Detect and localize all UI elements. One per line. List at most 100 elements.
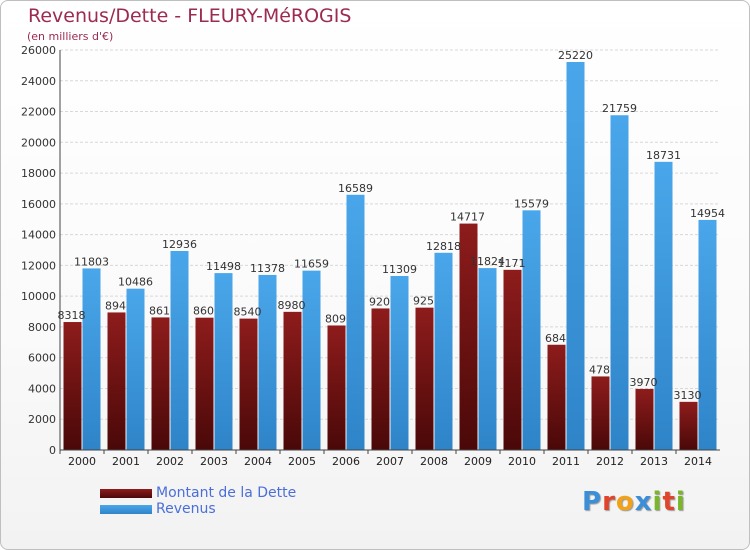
- data-label-debt: 920: [369, 295, 390, 308]
- logo-letter: o: [615, 487, 635, 517]
- bar-revenue: [434, 252, 453, 450]
- y-tick-label: 24000: [21, 75, 56, 88]
- logo-letter: t: [662, 487, 676, 517]
- data-labels: 8318 11803 894 10486 861 12936 860 11498 8540 113…: [58, 49, 726, 402]
- x-tick-label: 2005: [288, 455, 316, 468]
- data-label-revenue: 11803: [74, 255, 109, 268]
- x-tick-label: 2006: [332, 455, 360, 468]
- bar-revenue: [390, 276, 409, 450]
- x-tick-label: 2012: [596, 455, 624, 468]
- bar-debt: [591, 376, 610, 450]
- y-tick-label: 12000: [21, 259, 56, 272]
- x-tick-label: 2008: [420, 455, 448, 468]
- bar-debt: [239, 318, 258, 450]
- x-tick-label: 2007: [376, 455, 404, 468]
- data-label-revenue: 18731: [646, 149, 681, 162]
- legend-label-debt: Montant de la Dette: [156, 485, 297, 501]
- bar-debt: [547, 344, 566, 450]
- bar-debt: [635, 388, 654, 450]
- legend-label-revenue: Revenus: [156, 501, 216, 517]
- data-label-revenue: 12936: [162, 238, 197, 251]
- x-tick-label: 2004: [244, 455, 272, 468]
- data-label-revenue: 11378: [250, 262, 285, 275]
- y-tick-label: 6000: [28, 352, 56, 365]
- x-tick-label: 2011: [552, 455, 580, 468]
- axes: 0 2000 4000 6000 8000 10000 12000 14000 16000 180…: [21, 44, 720, 468]
- legend-swatch-debt: [100, 488, 152, 498]
- logo-letter: i: [652, 487, 663, 517]
- proxiti-logo: Proxiti: [582, 487, 686, 517]
- data-label-debt: 894: [105, 299, 126, 312]
- grid: [60, 49, 720, 451]
- x-tick-label: 2002: [156, 455, 184, 468]
- legend-swatch-revenue: [100, 504, 152, 514]
- legend-item-revenue: Revenus: [100, 501, 296, 517]
- y-tick-label: 26000: [21, 44, 56, 57]
- data-label-debt: 684: [545, 332, 566, 345]
- bar-debt: [283, 311, 302, 450]
- logo-letter: P: [582, 487, 603, 517]
- bar-debt: [151, 317, 170, 450]
- x-tick-label: 2000: [68, 455, 96, 468]
- bars: [63, 62, 717, 451]
- bar-revenue: [214, 273, 233, 450]
- data-label-revenue: 10486: [118, 276, 153, 289]
- data-label-debt: 809: [325, 312, 346, 325]
- bar-debt: [459, 223, 478, 450]
- bar-revenue: [654, 161, 673, 451]
- y-tick-label: 8000: [28, 321, 56, 334]
- legend-item-debt: Montant de la Dette: [100, 485, 296, 501]
- data-label-debt: 14717: [450, 211, 485, 224]
- chart-title: Revenus/Dette - FLEURY-MéROGIS: [28, 5, 352, 27]
- data-label-revenue: 11659: [294, 258, 329, 271]
- data-label-revenue: 14954: [690, 207, 725, 220]
- bar-revenue: [698, 219, 717, 450]
- data-label-debt: 860: [193, 305, 214, 318]
- bar-revenue: [522, 210, 541, 450]
- x-tick-label: 2014: [684, 455, 712, 468]
- bar-revenue: [302, 270, 321, 450]
- data-label-debt: 925: [413, 295, 434, 308]
- data-label-debt: 478: [589, 363, 610, 376]
- x-tick-label: 2013: [640, 455, 668, 468]
- data-label-debt: 861: [149, 304, 170, 317]
- y-tick-label: 18000: [21, 167, 56, 180]
- bar-debt: [503, 269, 522, 450]
- bar-revenue: [566, 62, 585, 450]
- bar-debt: [679, 401, 698, 450]
- data-label-revenue: 11498: [206, 260, 241, 273]
- data-label-revenue: 12818: [426, 240, 461, 253]
- chart-subtitle: (en milliers d'€): [27, 30, 114, 43]
- y-tick-label: 0: [49, 444, 56, 457]
- bar-revenue: [170, 250, 189, 450]
- data-label-revenue: 25220: [558, 49, 593, 62]
- data-label-debt: 3970: [630, 376, 658, 389]
- bar-debt: [63, 322, 82, 450]
- bar-debt: [107, 312, 126, 450]
- bar-revenue: [258, 274, 277, 450]
- bar-revenue: [126, 288, 145, 450]
- y-tick-label: 14000: [21, 229, 56, 242]
- data-label-revenue: 15579: [514, 197, 549, 210]
- x-tick-label: 2001: [112, 455, 140, 468]
- legend: Montant de la Dette Revenus: [100, 485, 296, 517]
- data-label-revenue: 11824: [470, 255, 505, 268]
- data-label-debt: 8318: [58, 309, 86, 322]
- logo-letter: x: [634, 487, 653, 517]
- bar-debt: [371, 308, 390, 450]
- y-tick-label: 10000: [21, 290, 56, 303]
- data-label-debt: 8980: [278, 299, 306, 312]
- logo-letter: r: [602, 487, 616, 517]
- logo-letter: i: [675, 487, 686, 517]
- y-tick-label: 22000: [21, 106, 56, 119]
- y-tick-label: 4000: [28, 382, 56, 395]
- y-tick-label: 2000: [28, 413, 56, 426]
- bar-debt: [327, 325, 346, 450]
- data-label-debt: 1171: [498, 257, 526, 270]
- x-tick-label: 2003: [200, 455, 228, 468]
- bar-revenue: [610, 115, 629, 450]
- y-tick-label: 16000: [21, 198, 56, 211]
- x-tick-label: 2010: [508, 455, 536, 468]
- bar-revenue: [346, 194, 365, 450]
